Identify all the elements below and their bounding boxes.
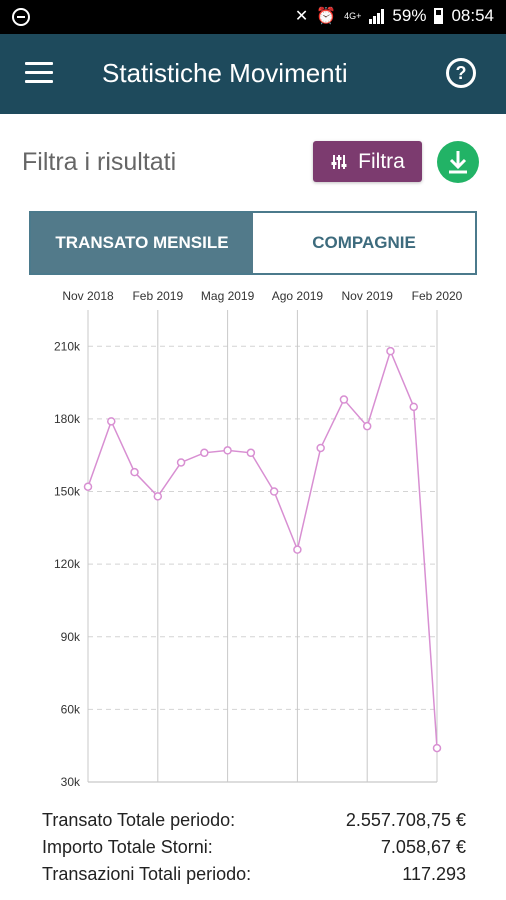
tab-transato-mensile[interactable]: TRANSATO MENSILE — [31, 213, 253, 273]
y-tick-label: 90k — [61, 630, 81, 644]
y-tick-label: 30k — [61, 775, 81, 789]
do-not-disturb-icon — [12, 8, 30, 26]
clock: 08:54 — [451, 6, 494, 25]
data-point — [153, 492, 163, 501]
y-tick-label: 60k — [61, 702, 81, 716]
data-point — [200, 448, 209, 458]
hamburger-menu-icon[interactable] — [25, 62, 53, 84]
y-tick-label: 150k — [54, 485, 81, 499]
battery-icon — [434, 8, 444, 24]
tabs: TRANSATO MENSILE COMPAGNIE — [29, 211, 477, 275]
x-tick-label: Nov 2019 — [342, 289, 394, 303]
total-value: 117.293 — [402, 864, 466, 884]
total-value: 2.557.708,75 € — [345, 810, 466, 830]
tab-compagnie[interactable]: COMPAGNIE — [253, 213, 475, 273]
total-label: Transato Totale periodo: — [42, 810, 236, 830]
data-point — [409, 402, 418, 412]
filter-button-label: Filtra — [358, 149, 405, 173]
battery-percent: 59% — [392, 6, 427, 25]
data-point — [339, 395, 349, 404]
x-tick-label: Mag 2019 — [201, 289, 255, 303]
page-title: Statistiche Movimenti — [102, 58, 348, 88]
data-point — [130, 467, 139, 477]
app-bar: Statistiche Movimenti ? — [0, 34, 506, 114]
filter-button[interactable]: Filtra — [313, 141, 422, 182]
x-tick-label: Feb 2019 — [132, 289, 183, 303]
network-label: 4G+ — [344, 10, 362, 21]
line-chart: 30k 60k 90k 120k 150k 180k 210k Nov 2018 Feb 201… — [54, 289, 463, 789]
status-icons: ✕ ⏰ 4G+ 59% 08:54 — [295, 6, 494, 26]
alarm-icon: ⏰ — [316, 8, 337, 25]
total-row-storni: Importo Totale Storni: 7.058,67 € — [42, 837, 466, 863]
y-tick-label: 120k — [54, 557, 81, 571]
data-point — [316, 443, 325, 453]
help-circle-icon[interactable]: ? — [446, 58, 476, 88]
total-label: Transazioni Totali periodo: — [42, 864, 252, 884]
x-tick-label: Feb 2020 — [412, 289, 463, 303]
data-point — [176, 458, 186, 467]
sliders-icon — [331, 154, 347, 169]
data-point — [386, 346, 395, 356]
data-point — [293, 545, 302, 554]
filter-row: Filtra i risultati Filtra — [0, 140, 506, 186]
y-tick-label: 210k — [54, 339, 81, 353]
data-point — [107, 417, 116, 426]
y-tick-label: 180k — [54, 412, 81, 426]
signal-icon — [369, 8, 385, 24]
total-row-transato: Transato Totale periodo: 2.557.708,75 € — [42, 810, 466, 836]
data-point — [246, 448, 256, 458]
download-icon — [449, 151, 467, 174]
data-point — [362, 421, 372, 431]
mute-icon: ✕ — [294, 8, 309, 25]
data-point — [269, 487, 279, 496]
total-value: 7.058,67 € — [380, 837, 466, 857]
filter-label: Filtra i risultati — [22, 148, 177, 176]
data-point — [83, 482, 93, 491]
download-button[interactable] — [437, 141, 479, 183]
x-tick-label: Nov 2018 — [62, 289, 114, 303]
data-point — [223, 446, 232, 455]
data-point — [432, 743, 442, 753]
total-label: Importo Totale Storni: — [42, 837, 213, 857]
x-tick-label: Ago 2019 — [272, 289, 324, 303]
total-row-transazioni: Transazioni Totali periodo: 117.293 — [42, 864, 466, 890]
series-line — [87, 348, 438, 749]
status-bar: ✕ ⏰ 4G+ 59% 08:54 — [0, 0, 506, 34]
